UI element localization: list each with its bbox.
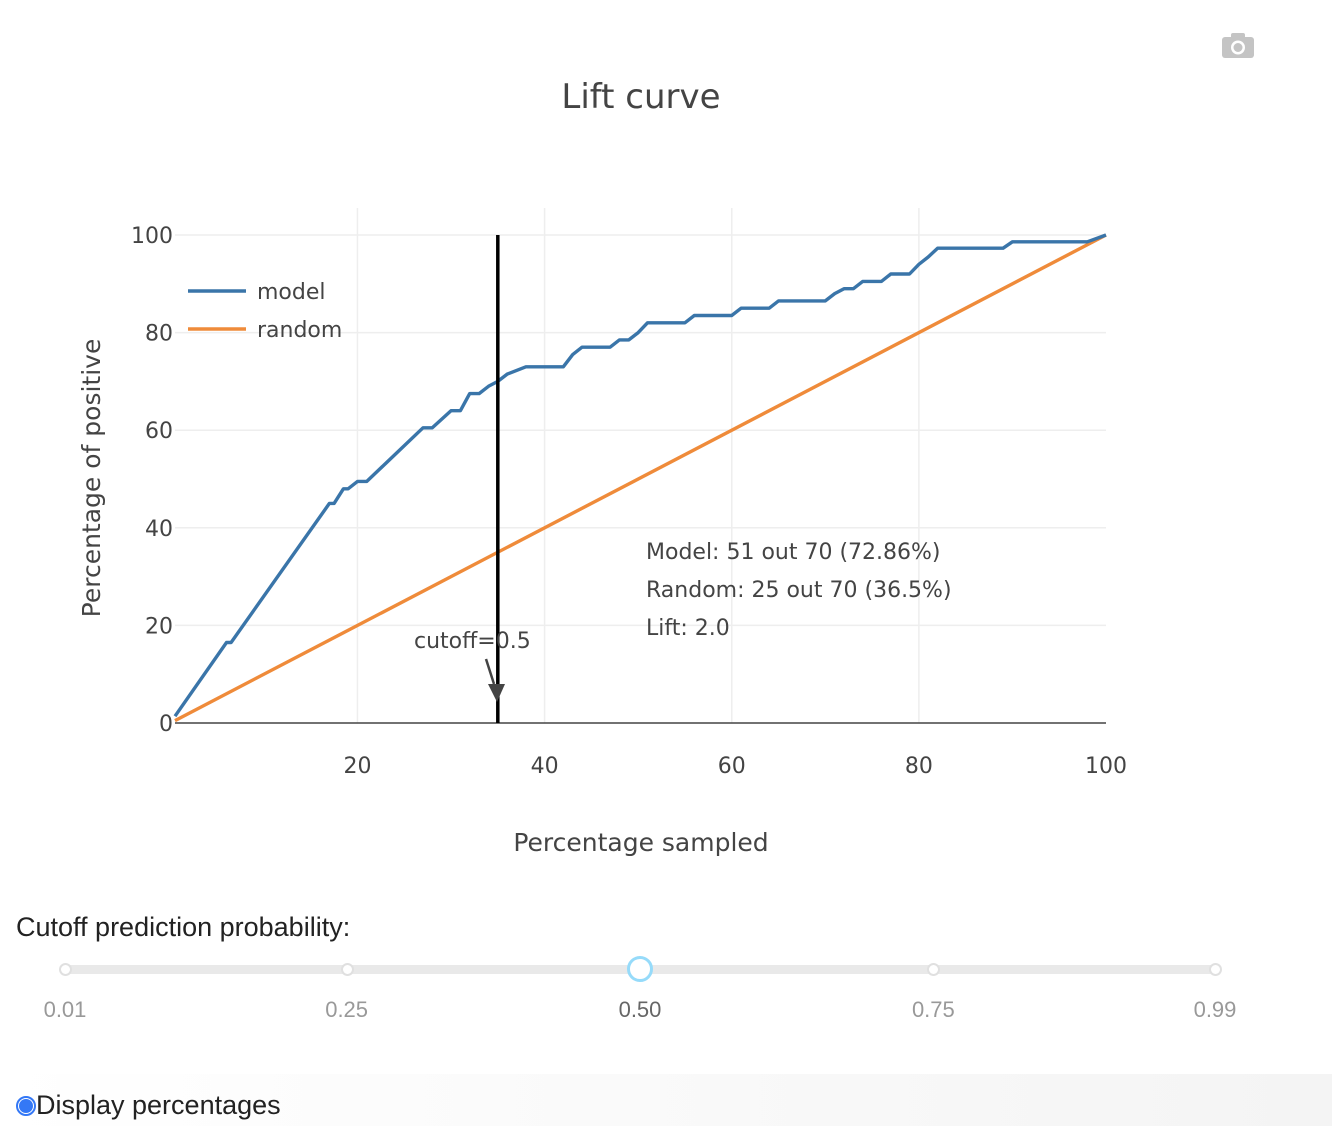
slider-step-dot[interactable]	[340, 963, 354, 976]
annotation-line: Random: 25 out 70 (36.5%)	[646, 578, 952, 603]
display-percentages-option[interactable]: Display percentages	[16, 1090, 281, 1121]
x-tick-label: 60	[718, 754, 746, 779]
cutoff-label: cutoff=0.5	[414, 629, 531, 654]
camera-icon[interactable]	[1218, 28, 1258, 62]
series-lines	[173, 233, 1107, 723]
annotation-line: Model: 51 out 70 (72.86%)	[646, 540, 941, 565]
y-tick-label: 60	[145, 419, 173, 444]
radio-button[interactable]	[16, 1095, 36, 1116]
cutoff-arrow-head	[488, 684, 505, 702]
slider-mark-label[interactable]: 0.50	[618, 997, 662, 1022]
cutoff-arrow-shaft	[484, 658, 496, 685]
slider-mark-label[interactable]: 0.99	[1193, 997, 1237, 1022]
gridlines	[175, 208, 1106, 723]
x-tick-label: 100	[1085, 754, 1127, 779]
cutoff-slider[interactable]: 0.01 0.25 0.50 0.75 0.99	[40, 950, 1240, 1030]
series-random-line	[174, 233, 1107, 723]
slider-mark-label[interactable]: 0.75	[911, 997, 955, 1022]
x-tick-label: 20	[343, 754, 371, 779]
lift-annotation: Model: 51 out 70 (72.86%) Random: 25 out …	[646, 540, 952, 641]
y-tick-label: 100	[131, 224, 173, 249]
x-axis-title: Percentage sampled	[513, 828, 768, 857]
slider-step-dot[interactable]	[59, 963, 72, 976]
legend-random-label[interactable]: random	[257, 318, 342, 343]
bottom-panel	[0, 1074, 1332, 1126]
x-tick-label: 40	[531, 754, 559, 779]
y-tick-label: 80	[145, 322, 173, 347]
annotation-line: Lift: 2.0	[646, 616, 730, 641]
cutoff-marker: cutoff=0.5	[414, 235, 531, 723]
slider-step-dot[interactable]	[1209, 963, 1222, 976]
y-tick-label: 40	[145, 517, 173, 542]
slider-mark-label[interactable]: 0.01	[43, 997, 87, 1022]
legend-model-label[interactable]: model	[257, 280, 326, 305]
axes: 20 40 60 80 100 0 20 40 60 80 100	[131, 224, 1127, 779]
y-axis-title: Percentage of positive	[77, 339, 106, 618]
legend[interactable]: model random	[188, 280, 342, 343]
x-tick-label: 80	[905, 754, 933, 779]
y-tick-label: 20	[145, 614, 173, 639]
slider-handle[interactable]	[627, 956, 653, 982]
slider-step-dot[interactable]	[927, 963, 941, 976]
series-model-line	[173, 233, 1107, 718]
chart-title: Lift curve	[561, 77, 720, 117]
lift-curve-chart: Lift curve 20 40 60 80 100 0 20 40 60 80 100 cutof…	[77, 77, 1127, 857]
slider-label: Cutoff prediction probability:	[16, 912, 351, 942]
slider-mark-label[interactable]: 0.25	[325, 997, 369, 1022]
radio-label: Display percentages	[36, 1090, 281, 1120]
y-tick-label: 0	[159, 712, 173, 737]
